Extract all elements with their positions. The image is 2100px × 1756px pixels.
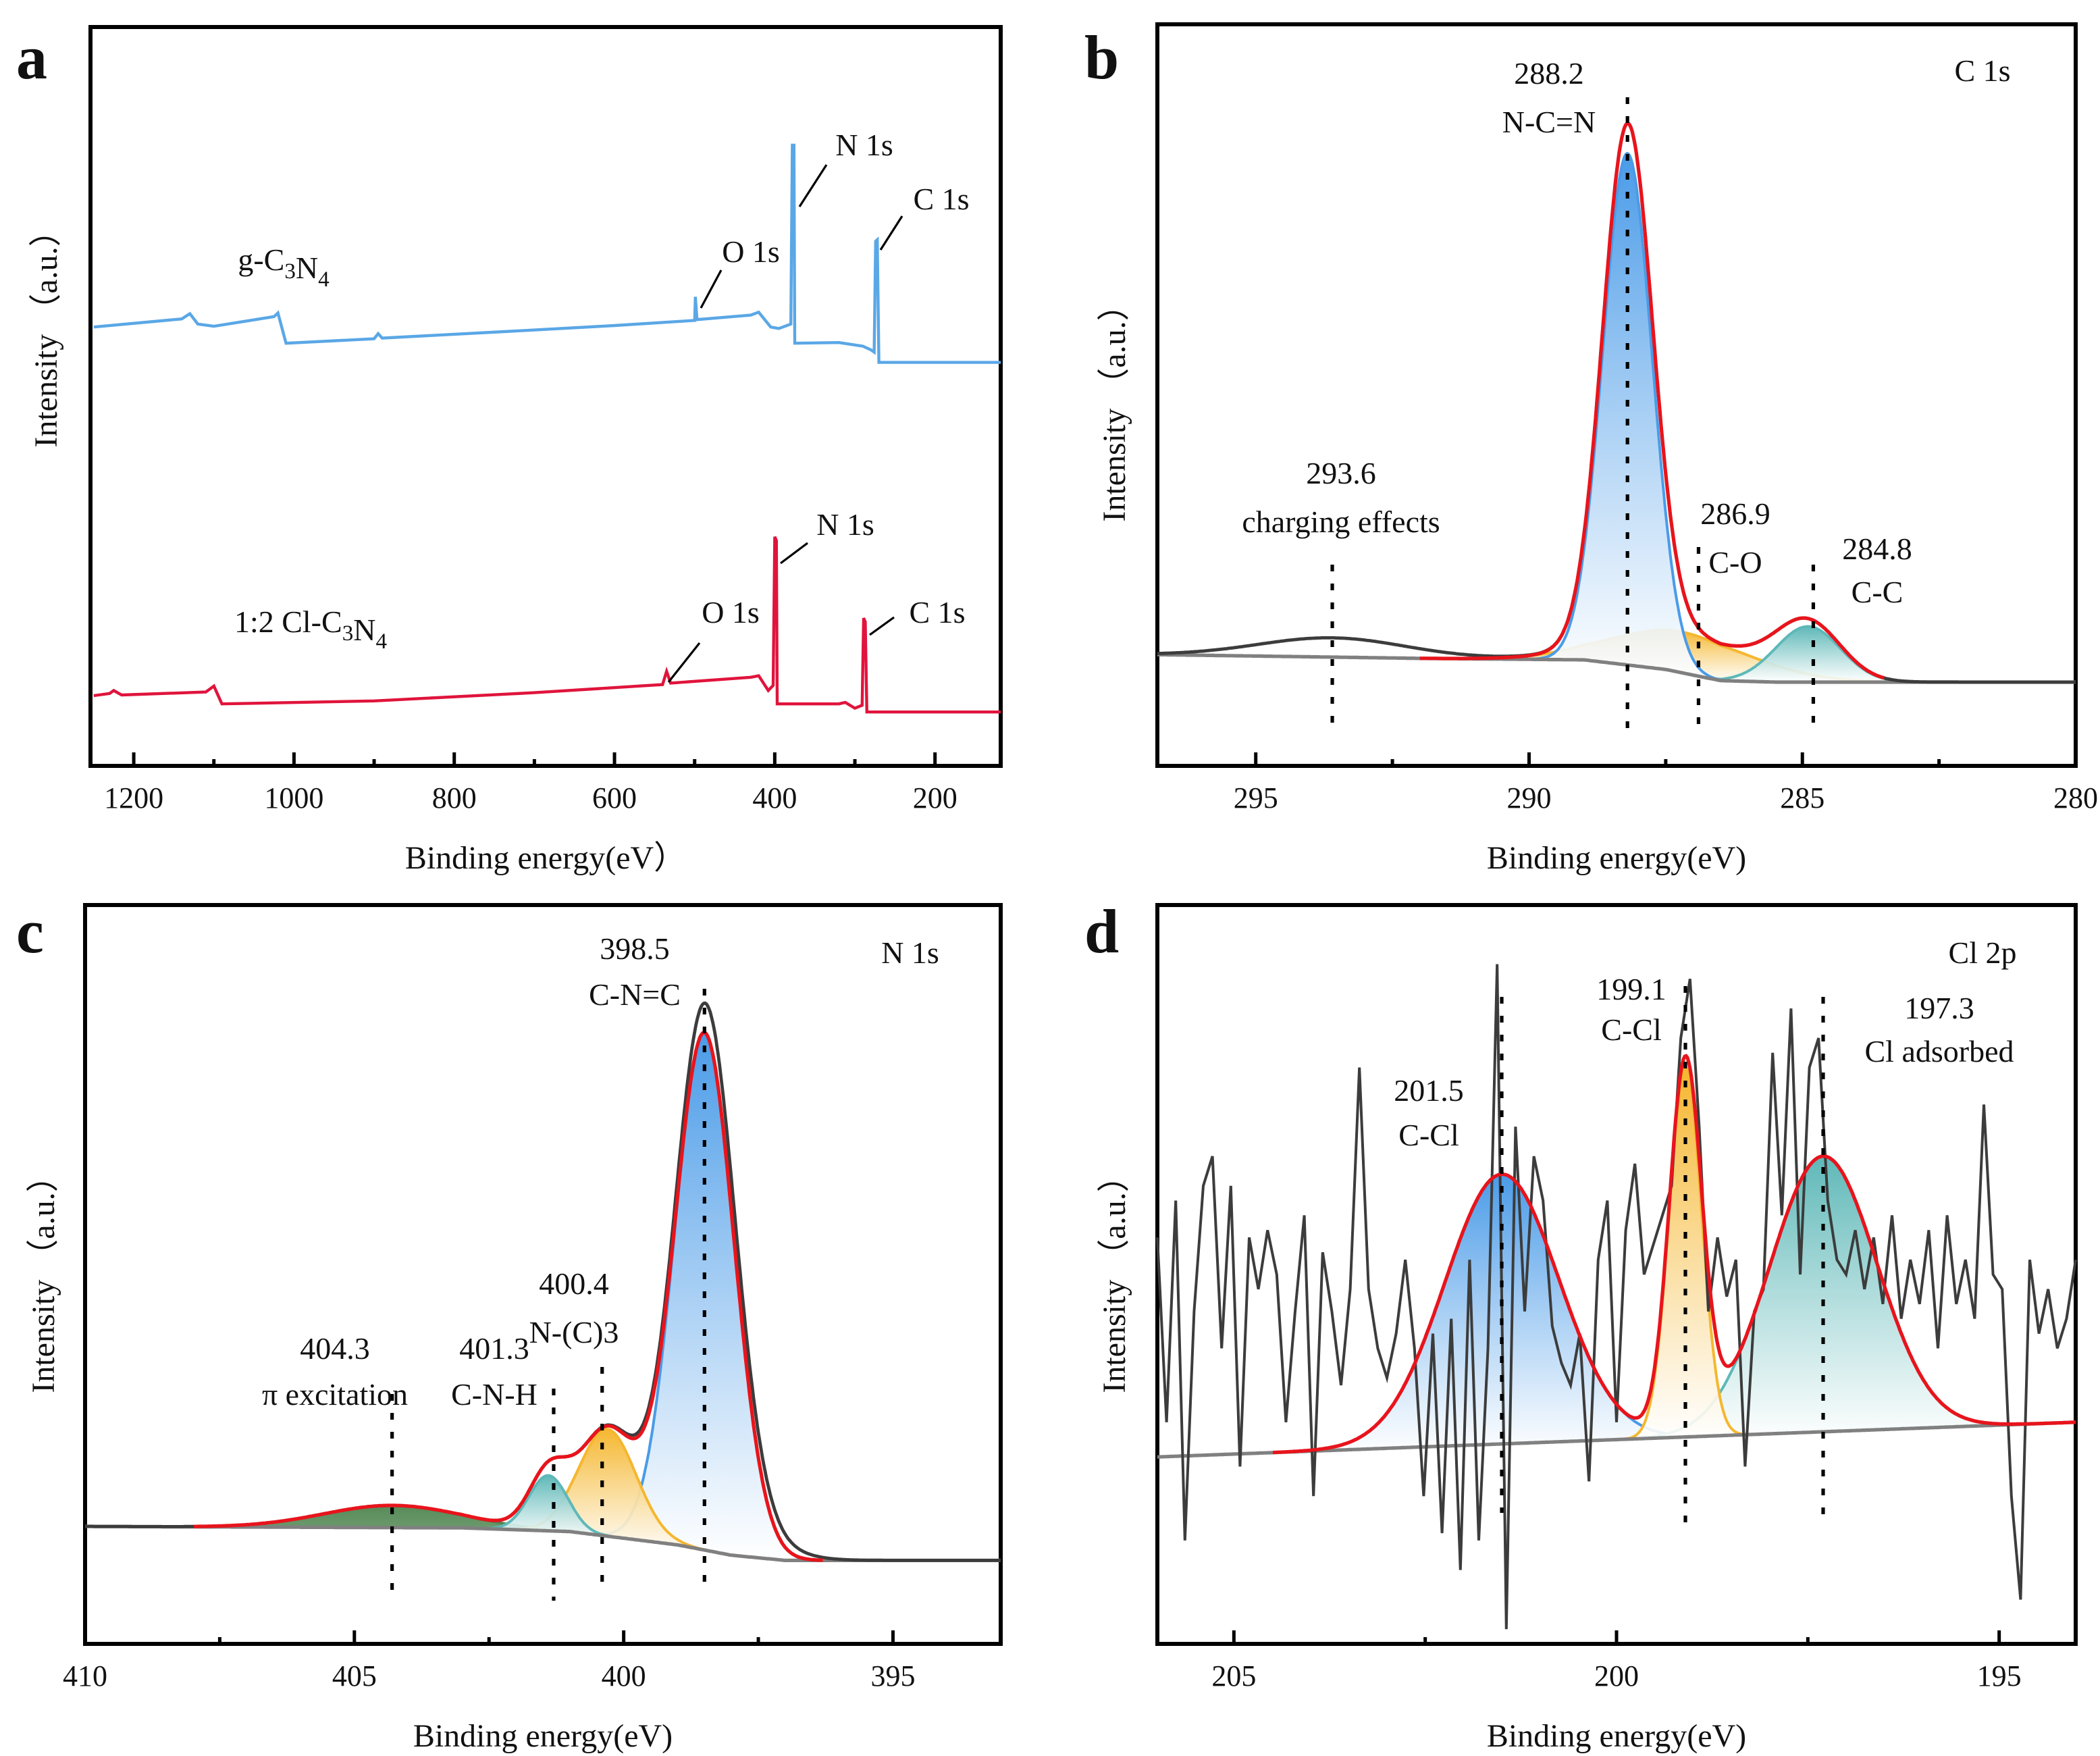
peak-annotation: N 1s	[816, 507, 874, 542]
peak-value-label: 284.8	[1842, 532, 1912, 566]
panel-c-n1s: 410 405 400 395 Binding energy(eV) Intensity …	[26, 903, 1003, 1754]
peak-annotation: C 1s	[913, 182, 969, 216]
y-axis-title: Intensity （a.u.）	[1097, 1160, 1132, 1393]
component-fill-400.4	[461, 1429, 755, 1557]
region-title: N 1s	[881, 935, 939, 970]
peak-value-label: 398.5	[600, 931, 670, 966]
x-tick-label: 400	[602, 1659, 646, 1693]
annotation-leader-line	[879, 215, 903, 251]
peak-annotation: O 1s	[702, 595, 760, 629]
peak-value-label: 288.2	[1514, 56, 1584, 91]
panel-letter-b: b	[1084, 23, 1119, 92]
y-axis-title: Intensity （a.u.）	[26, 1160, 61, 1393]
x-tick-label: 285	[1780, 781, 1825, 815]
x-tick-label: 600	[592, 781, 637, 815]
peak-value-label: 286.9	[1700, 496, 1770, 531]
panel-b-c1s: 295 290 285 280 Binding energy(eV) Intensity …	[1097, 22, 2098, 876]
peak-value-label: 201.5	[1394, 1073, 1464, 1108]
annotation-leader-line	[798, 164, 828, 207]
x-tick-label: 400	[752, 781, 797, 815]
x-axis-title: Binding energy(eV)	[1487, 1718, 1746, 1754]
peak-value-label: 404.3	[300, 1331, 370, 1366]
component-fill-401.3	[448, 1475, 649, 1542]
peak-assignment-label: C-C	[1852, 575, 1904, 609]
peak-annotation: O 1s	[722, 234, 780, 269]
series-line-cl-c3n4	[93, 536, 1001, 714]
peak-value-label: 293.6	[1306, 456, 1376, 490]
x-tick-label: 290	[1506, 781, 1551, 815]
annotation-leader-line	[869, 616, 895, 636]
component-fill-284.8	[1640, 626, 1976, 682]
x-tick-label: 1000	[264, 781, 323, 815]
region-title: C 1s	[1954, 53, 2010, 88]
peak-value-label: 199.1	[1596, 972, 1666, 1006]
peak-value-label: 401.3	[459, 1331, 529, 1366]
peak-value-label: 197.3	[1904, 991, 1974, 1025]
peak-annotation: N 1s	[835, 128, 893, 162]
peak-value-label: 400.4	[539, 1266, 609, 1301]
x-axis-title: Binding energy(eV）	[405, 840, 686, 876]
x-tick-label: 800	[432, 781, 477, 815]
background-baseline	[85, 1524, 1001, 1562]
peak-assignment-label: charging effects	[1242, 505, 1440, 539]
peak-assignment-label: C-N=C	[589, 977, 681, 1012]
annotation-leader-line	[700, 269, 723, 309]
component-fill-288.2	[1500, 153, 1756, 682]
peak-annotation: C 1s	[909, 595, 965, 629]
peak-assignment-label: N-C=N	[1502, 105, 1596, 139]
x-tick-label: 205	[1211, 1659, 1256, 1693]
series-label: g-C3N4	[238, 242, 330, 292]
x-tick-label: 395	[870, 1659, 915, 1693]
plot-frame	[83, 903, 1003, 1646]
peak-assignment-label: C-N-H	[451, 1377, 537, 1412]
x-tick-label: 200	[1594, 1659, 1639, 1693]
x-tick-label: 200	[913, 781, 957, 815]
y-axis-title: Intensity （a.u.）	[28, 214, 64, 447]
x-tick-label: 195	[1977, 1659, 2022, 1693]
component-fill-404.3	[85, 1505, 747, 1557]
raw-spectrum	[1156, 964, 2077, 1630]
fitted-envelope	[1273, 1054, 2076, 1455]
component-fill-197.3	[1546, 1156, 2076, 1443]
annotation-leader-line	[667, 642, 701, 683]
x-tick-label: 405	[332, 1659, 377, 1693]
peak-assignment-label: C-Cl	[1398, 1118, 1459, 1152]
series-line-g-c3n4	[93, 143, 1001, 364]
peak-assignment-label: C-Cl	[1601, 1012, 1661, 1047]
panel-d-cl2p: 205 200 195 Binding energy(eV) Intensity （a.…	[1097, 903, 2078, 1754]
annotation-leader-line	[780, 542, 808, 565]
peak-assignment-label: N-(C)3	[529, 1315, 619, 1349]
panel-a-survey: 1200 1000 800 600 400 200 Binding energy(eV） In…	[28, 25, 1003, 876]
fitted-envelope	[193, 1031, 823, 1562]
x-axis-title: Binding energy(eV)	[1487, 840, 1746, 876]
series-label: 1:2 Cl-C3N4	[234, 604, 388, 654]
x-tick-label: 410	[63, 1659, 107, 1693]
panel-letter-a: a	[16, 23, 47, 92]
peak-assignment-label: Cl adsorbed	[1864, 1034, 2014, 1068]
plot-frame	[1155, 22, 2078, 768]
panel-letter-c: c	[16, 897, 44, 966]
peak-assignment-label: C-O	[1708, 545, 1762, 579]
fitted-envelope	[1419, 122, 1885, 680]
x-tick-label: 280	[2053, 781, 2098, 815]
region-title: Cl 2p	[1949, 935, 2017, 970]
x-axis-title: Binding energy(eV)	[413, 1718, 673, 1754]
peak-assignment-label: π excitation	[262, 1377, 408, 1412]
x-tick-label: 1200	[104, 781, 163, 815]
plot-frame	[88, 25, 1003, 768]
y-axis-title: Intensity （a.u.）	[1097, 288, 1132, 521]
x-tick-label: 295	[1234, 781, 1278, 815]
panel-letter-d: d	[1084, 897, 1119, 966]
